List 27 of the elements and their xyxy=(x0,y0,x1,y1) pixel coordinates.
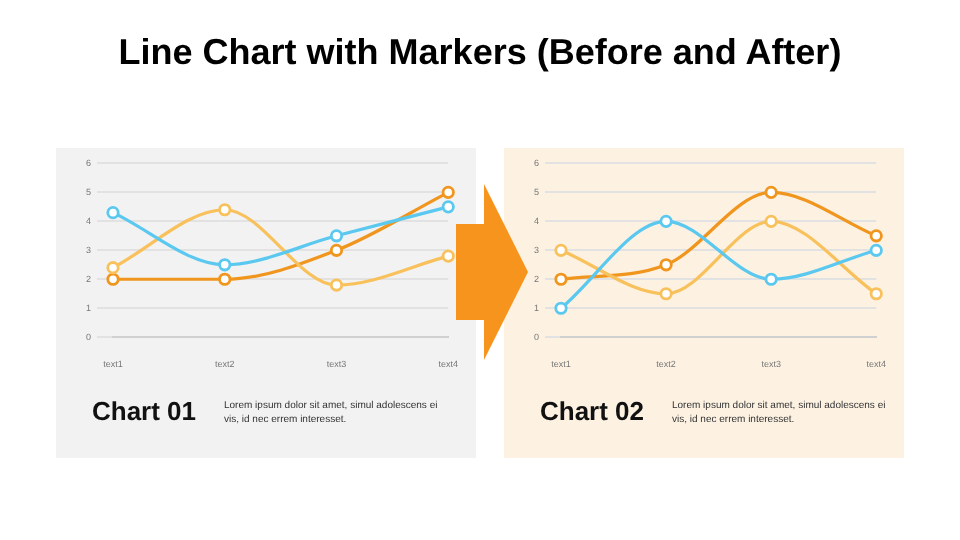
point xyxy=(106,261,120,275)
point xyxy=(441,249,455,263)
point xyxy=(554,243,568,257)
point xyxy=(218,272,232,286)
point xyxy=(218,258,232,272)
point xyxy=(659,258,673,272)
point xyxy=(441,200,455,214)
point xyxy=(764,272,778,286)
point xyxy=(764,185,778,199)
point xyxy=(106,206,120,220)
point xyxy=(441,185,455,199)
point xyxy=(329,278,344,292)
chart-title: Line Chart with Markers (Before and After) xyxy=(116,32,844,74)
point xyxy=(329,229,344,243)
point xyxy=(554,301,568,315)
text: Chart 02 xyxy=(540,396,645,426)
point xyxy=(659,287,673,301)
point xyxy=(869,229,883,243)
point xyxy=(554,272,568,286)
point xyxy=(218,203,232,217)
point xyxy=(106,272,120,286)
point xyxy=(659,214,673,228)
text: Chart 01 xyxy=(92,396,197,426)
point xyxy=(329,243,344,257)
point xyxy=(869,243,883,257)
point xyxy=(869,287,883,301)
point xyxy=(764,214,778,228)
